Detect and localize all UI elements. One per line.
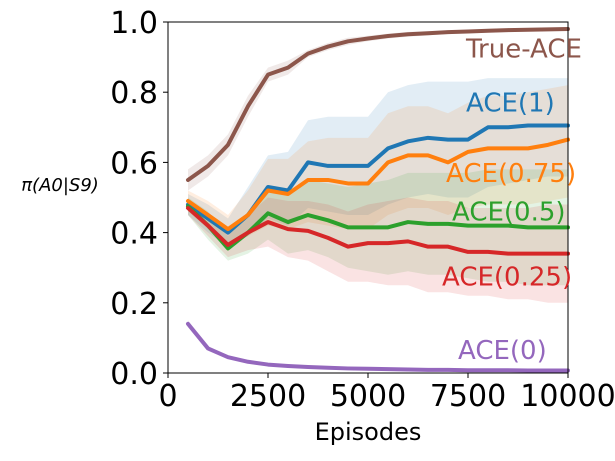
confidence-bands (188, 27, 568, 372)
y-tick-label: 1.0 (110, 6, 158, 41)
y-tick-label: 0.2 (110, 287, 158, 322)
x-tick-label: 5000 (330, 379, 406, 414)
series-line-ace-0 (186, 321, 570, 373)
x-tick-label: 7500 (430, 379, 506, 414)
y-axis-label: π(A0|S9) (21, 175, 99, 196)
series-line-true-ace (186, 27, 570, 182)
annotation-ace-0-5: ACE(0.5) (452, 198, 566, 228)
annotation-ace-1: ACE(1) (466, 89, 555, 119)
x-axis-ticks: 0 2500 5000 7500 10000 (158, 373, 615, 414)
annotation-ace-0-25: ACE(0.25) (442, 262, 572, 292)
y-tick-label: 0.8 (110, 76, 158, 111)
annotation-ace-0-75: ACE(0.75) (446, 159, 576, 189)
y-tick-label: 0.6 (110, 146, 158, 181)
band-ace-1 (188, 78, 568, 247)
series-line-ace-0-25 (186, 206, 570, 256)
y-axis-ticks: 0.0 0.2 0.4 0.6 0.8 1.0 (110, 6, 168, 392)
series-line-ace-0-75 (186, 137, 570, 232)
series-annotations: True-ACE ACE(1) ACE(0.75) ACE(0.5) ACE(0.25)… (442, 34, 582, 366)
y-tick-label: 0.0 (110, 357, 158, 392)
annotation-true-ace: True-ACE (465, 34, 582, 64)
x-tick-label: 0 (158, 379, 177, 414)
x-axis-label: Episodes (315, 418, 422, 446)
y-tick-label: 0.4 (110, 217, 158, 252)
x-tick-label: 2500 (230, 379, 306, 414)
band-ace-0-75 (188, 85, 568, 244)
x-tick-label: 10000 (520, 379, 615, 414)
series-lines (186, 27, 570, 373)
annotation-ace-0: ACE(0) (458, 336, 547, 366)
